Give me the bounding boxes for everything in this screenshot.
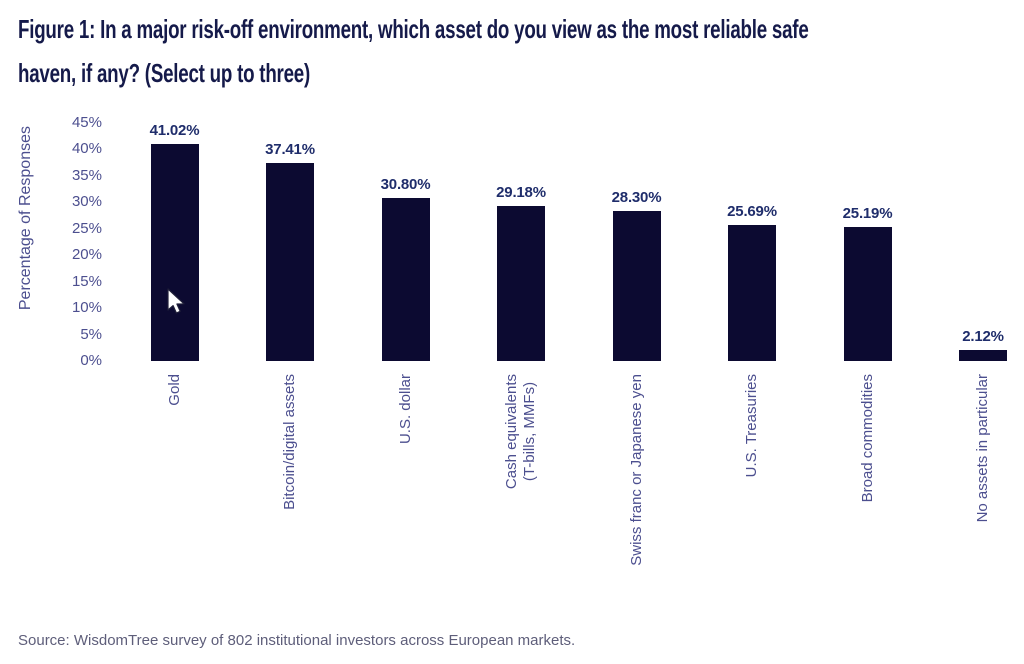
bar [381, 197, 430, 361]
bar [959, 349, 1007, 361]
y-tick-label: 0% [80, 352, 102, 369]
figure-title-line-1: Figure 1: In a major risk-off environmen… [18, 14, 809, 44]
x-axis-label: Bitcoin/digital assets [281, 374, 298, 510]
bar-value-label: 2.12% [962, 327, 1004, 345]
y-tick-label: 30% [71, 193, 102, 210]
x-axis-label: Broad commodities [858, 374, 876, 503]
y-tick-label: 45% [71, 113, 102, 131]
bar [497, 206, 545, 361]
bar [266, 162, 314, 361]
bar-value-label: 25.69% [727, 202, 777, 220]
y-axis-title: Percentage of Responses [17, 126, 34, 311]
figure-title-line-2: haven, if any? (Select up to three) [18, 58, 311, 88]
bar-value-label: 25.19% [842, 205, 893, 223]
mouse-cursor-icon [167, 288, 185, 314]
figure-title: Figure 1: In a major risk-off environmen… [18, 7, 809, 95]
x-axis-label: Cash equivalents (T-bills, MMFs) [503, 374, 538, 490]
x-axis-label: U.S. dollar [396, 374, 414, 445]
bar-value-label: 28.30% [611, 189, 662, 206]
bar-value-label: 30.80% [380, 175, 431, 193]
bar [843, 227, 892, 361]
y-tick-label: 25% [71, 219, 102, 237]
x-axis-label: No assets in particular [974, 374, 991, 523]
bar [728, 224, 776, 361]
x-axis-label: Swiss franc or Japanese yen [627, 374, 645, 566]
y-tick-label: 35% [71, 166, 102, 184]
x-axis-label: Gold [165, 374, 183, 406]
bar [612, 211, 661, 361]
y-tick-label: 15% [71, 272, 102, 290]
bar [150, 143, 199, 361]
y-tick-label: 40% [71, 140, 102, 157]
source-note: Source: WisdomTree survey of 802 institu… [18, 632, 576, 649]
y-tick-label: 10% [71, 299, 102, 316]
bar-value-label: 37.41% [265, 140, 315, 158]
bar-value-label: 29.18% [496, 184, 546, 202]
x-axis-label: U.S. Treasuries [743, 374, 760, 478]
y-tick-label: 5% [80, 325, 102, 343]
bar-value-label: 41.02% [149, 121, 200, 139]
y-tick-label: 20% [71, 246, 102, 263]
